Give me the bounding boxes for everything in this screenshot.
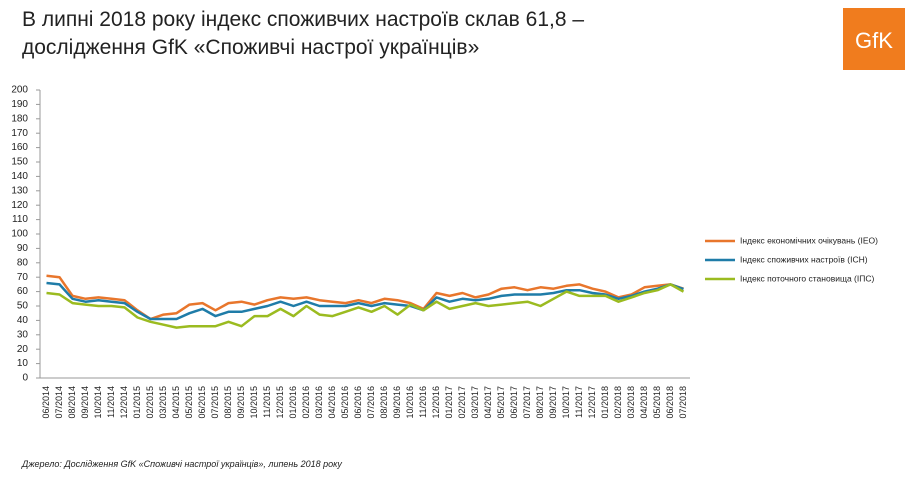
x-tick-label: 11/2015 [262,386,272,418]
legend-label: Індекс споживчих настроїв (ІСН) [740,254,868,264]
x-tick-label: 11/2017 [574,386,584,418]
x-tick-label: 09/2015 [236,386,246,419]
y-tick-label: 190 [11,99,28,110]
x-tick-label: 08/2017 [535,386,545,419]
y-tick-label: 90 [17,243,29,254]
x-tick-label: 02/2017 [457,386,467,419]
x-tick-label: 06/2018 [665,386,675,419]
x-tick-label: 12/2017 [587,386,597,419]
x-tick-label: 05/2016 [340,386,350,419]
x-tick-label: 08/2016 [379,386,389,419]
y-tick-label: 80 [17,257,29,268]
x-tick-label: 01/2017 [444,386,454,419]
x-tick-label: 01/2015 [132,386,142,419]
y-tick-label: 180 [11,113,28,124]
x-tick-label: 07/2018 [678,386,688,419]
x-tick-label: 09/2014 [80,386,90,419]
x-tick-label: 07/2017 [522,386,532,419]
x-tick-label: 12/2014 [119,386,129,419]
x-tick-label: 06/2014 [41,386,51,419]
x-tick-label: 03/2016 [314,386,324,419]
y-tick-label: 160 [11,142,28,153]
x-tick-label: 01/2016 [288,386,298,419]
x-tick-label: 12/2016 [431,386,441,419]
x-tick-label: 11/2014 [106,386,116,418]
x-tick-label: 11/2016 [418,386,428,418]
x-tick-label: 04/2016 [327,386,337,419]
y-tick-label: 50 [17,301,29,312]
x-tick-label: 01/2018 [600,386,610,419]
y-tick-label: 20 [17,344,29,355]
x-tick-label: 10/2014 [93,386,103,419]
logo-box [843,8,905,70]
series-line [46,283,685,329]
y-tick-label: 0 [22,373,28,384]
y-tick-label: 60 [17,286,29,297]
x-tick-label: 06/2015 [197,386,207,419]
logo: GfK [855,28,893,53]
x-tick-label: 04/2018 [639,386,649,419]
x-tick-label: 09/2016 [392,386,402,419]
source-note: Джерело: Дослідження GfK «Споживчі настр… [21,459,342,469]
y-tick-label: 40 [17,315,29,326]
series-line [46,281,684,321]
x-tick-label: 08/2014 [67,386,77,419]
x-tick-label: 04/2015 [171,386,181,419]
y-tick-label: 140 [11,171,28,182]
x-tick-label: 12/2015 [275,386,285,419]
y-tick-label: 120 [11,200,28,211]
legend-label: Індекс поточного становища (ІПС) [740,273,874,283]
x-tick-label: 09/2017 [548,386,558,419]
y-tick-label: 70 [17,272,29,283]
y-tick-label: 130 [11,185,28,196]
x-tick-label: 02/2016 [301,386,311,419]
x-tick-label: 07/2016 [366,386,376,419]
x-tick-label: 07/2014 [54,386,64,419]
x-tick-label: 02/2015 [145,386,155,419]
x-tick-label: 03/2017 [470,386,480,419]
y-tick-label: 30 [17,329,29,340]
series-line [46,274,684,321]
x-tick-label: 06/2016 [353,386,363,419]
y-tick-label: 110 [12,214,28,225]
y-tick-label: 100 [11,229,28,240]
chart-subtitle: дослідження GfK «Споживчі настрої україн… [22,36,479,59]
x-tick-label: 03/2018 [626,386,636,419]
x-tick-label: 08/2015 [223,386,233,419]
x-tick-label: 10/2015 [249,386,259,419]
x-tick-label: 10/2016 [405,386,415,419]
legend-label: Індекс економічних очікувань (ІЕО) [740,235,878,245]
x-tick-label: 10/2017 [561,386,571,419]
x-tick-label: 07/2015 [210,386,220,419]
x-tick-label: 05/2017 [496,386,506,419]
y-tick-label: 200 [11,85,28,96]
y-tick-label: 10 [17,358,29,369]
chart-title: В липні 2018 року індекс споживчих настр… [22,8,584,31]
x-tick-label: 05/2018 [652,386,662,419]
x-tick-label: 02/2018 [613,386,623,419]
x-tick-label: 03/2015 [158,386,168,419]
y-tick-label: 170 [11,128,28,139]
x-tick-label: 06/2017 [509,386,519,419]
x-tick-label: 04/2017 [483,386,493,419]
y-tick-label: 150 [11,157,28,168]
x-tick-label: 05/2015 [184,386,194,419]
